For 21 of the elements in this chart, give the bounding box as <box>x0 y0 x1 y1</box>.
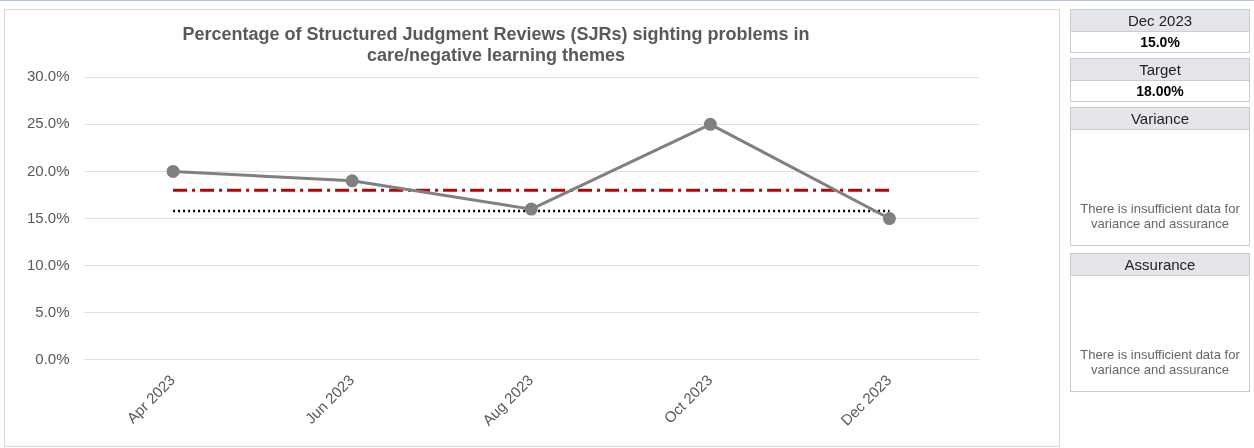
y-tick-label: 30.0% <box>26 67 70 85</box>
chart-title: Percentage of Structured Judgment Reviews (SJRs) sighting problems in care/negative learning themes <box>182 23 810 66</box>
text: There is insufficient data for variance and assurance <box>1070 276 1250 392</box>
y-tick-label: 10.0% <box>26 255 70 273</box>
text: Dec 2023 <box>1070 9 1250 32</box>
text: Assurance <box>1070 253 1250 276</box>
text: Variance <box>1070 107 1250 130</box>
y-tick-label: 0.0% <box>35 350 70 367</box>
point <box>882 212 896 226</box>
y-tick-label: 25.0% <box>26 114 70 132</box>
point <box>345 174 359 188</box>
text: There is insufficient data for variance and assurance <box>1070 130 1250 246</box>
point <box>524 202 538 216</box>
y-tick-label: 15.0% <box>26 208 70 226</box>
y-tick-label: 5.0% <box>35 302 70 320</box>
text: Target <box>1070 58 1250 81</box>
text: 18.00% <box>1070 81 1250 102</box>
text: 15.0% <box>1070 32 1250 53</box>
point <box>703 117 717 131</box>
y-tick-label: 20.0% <box>26 161 70 179</box>
point <box>166 164 180 178</box>
